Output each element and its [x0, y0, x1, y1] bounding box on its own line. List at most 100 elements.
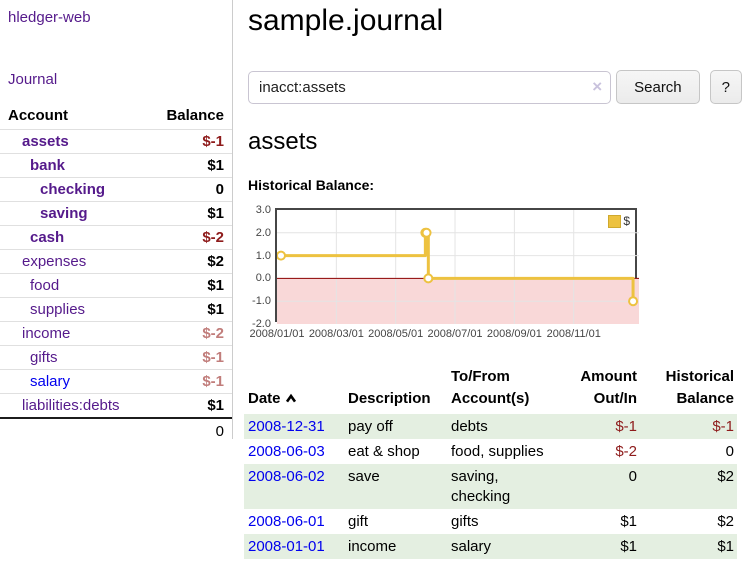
register-table: Date Description To/From Account(s) Amou… — [244, 364, 737, 559]
transaction-date-link[interactable]: 2008-12-31 — [248, 418, 325, 435]
y-axis-tick-label: 2.0 — [242, 226, 271, 240]
account-link[interactable]: assets — [0, 133, 69, 150]
account-balance: $1 — [207, 301, 224, 318]
search-input[interactable] — [248, 71, 611, 104]
account-link[interactable]: salary — [0, 373, 70, 390]
register-header-row: Date Description To/From Account(s) Amou… — [244, 364, 737, 414]
account-link[interactable]: liabilities:debts — [0, 397, 120, 414]
sidebar-account-saving[interactable]: saving $1 — [0, 201, 232, 225]
account-balance: $-2 — [202, 325, 224, 342]
account-link[interactable]: expenses — [0, 253, 86, 270]
account-balance: $1 — [207, 397, 224, 414]
transaction-date-link[interactable]: 2008-06-03 — [248, 443, 325, 460]
sidebar-account-liabilities-debts[interactable]: liabilities:debts $1 — [0, 393, 232, 417]
transaction-date-link[interactable]: 2008-06-01 — [248, 513, 325, 530]
sidebar-account-supplies[interactable]: supplies $1 — [0, 297, 232, 321]
y-axis-tick-label: -1.0 — [242, 294, 271, 308]
transaction-description: gift — [344, 509, 447, 534]
search-button[interactable]: Search — [616, 70, 700, 104]
column-header-balance[interactable]: Historical Balance — [640, 364, 737, 414]
account-balance: $-1 — [202, 133, 224, 150]
help-button[interactable]: ? — [710, 70, 742, 104]
transaction-date-link[interactable]: 2008-06-02 — [248, 468, 325, 485]
sidebar-account-assets[interactable]: assets $-1 — [0, 129, 232, 153]
sidebar-item-journal[interactable]: Journal — [8, 71, 224, 88]
transaction-accounts: food, supplies — [447, 439, 559, 464]
column-header-account[interactable]: To/From Account(s) — [447, 364, 559, 414]
account-link[interactable]: bank — [0, 157, 65, 174]
account-table-header: Account Balance — [0, 107, 232, 129]
account-link[interactable]: saving — [0, 205, 88, 222]
column-header-description[interactable]: Description — [344, 364, 447, 414]
account-link[interactable]: checking — [0, 181, 105, 198]
y-axis-tick-label: 3.0 — [242, 203, 271, 217]
sidebar-account-food[interactable]: food $1 — [0, 273, 232, 297]
transaction-amount: $-1 — [559, 414, 640, 439]
account-heading: assets — [248, 128, 742, 156]
search-input-wrap: × — [248, 71, 611, 104]
main-panel: sample.journal × Search ? assets Histori… — [248, 0, 742, 559]
transaction-description: pay off — [344, 414, 447, 439]
balance-column-header: Balance — [166, 107, 224, 124]
transaction-amount: $1 — [559, 534, 640, 559]
sidebar-account-income[interactable]: income $-2 — [0, 321, 232, 345]
app-title-link[interactable]: hledger-web — [0, 0, 232, 26]
transaction-balance: $2 — [640, 464, 737, 509]
transaction-amount: $-2 — [559, 439, 640, 464]
sidebar-account-cash[interactable]: cash $-2 — [0, 225, 232, 249]
register-row[interactable]: 2008-06-01 gift gifts $1 $2 — [244, 509, 737, 534]
transaction-amount: 0 — [559, 464, 640, 509]
transaction-balance: $1 — [640, 534, 737, 559]
column-header-date[interactable]: Date — [244, 364, 344, 414]
account-balance: $-1 — [202, 349, 224, 366]
sidebar-account-salary[interactable]: salary $-1 — [0, 369, 232, 393]
account-link[interactable]: food — [0, 277, 59, 294]
register-row[interactable]: 2008-06-02 save saving, checking 0 $2 — [244, 464, 737, 509]
legend-swatch — [608, 215, 621, 228]
transaction-amount: $1 — [559, 509, 640, 534]
search-form: × Search ? — [248, 70, 742, 104]
transaction-description: eat & shop — [344, 439, 447, 464]
transaction-accounts: salary — [447, 534, 559, 559]
account-balance: $-2 — [202, 229, 224, 246]
column-header-amount[interactable]: Amount Out/In — [559, 364, 640, 414]
y-axis-tick-label: 1.0 — [242, 249, 271, 263]
transaction-accounts: debts — [447, 414, 559, 439]
register-row[interactable]: 2008-12-31 pay off debts $-1 $-1 — [244, 414, 737, 439]
chart-legend: $ — [608, 214, 630, 228]
sidebar-account-expenses[interactable]: expenses $2 — [0, 249, 232, 273]
sidebar-account-gifts[interactable]: gifts $-1 — [0, 345, 232, 369]
clear-search-icon[interactable]: × — [592, 77, 602, 97]
sidebar-account-bank[interactable]: bank $1 — [0, 153, 232, 177]
account-balance: $-1 — [202, 373, 224, 390]
transaction-accounts: gifts — [447, 509, 559, 534]
transaction-description: save — [344, 464, 447, 509]
sidebar-total-balance: 0 — [0, 417, 232, 442]
account-balance: $1 — [207, 205, 224, 222]
account-link[interactable]: income — [0, 325, 70, 342]
transaction-accounts: saving, checking — [447, 464, 559, 509]
page-title: sample.journal — [248, 4, 742, 38]
transaction-date-link[interactable]: 2008-01-01 — [248, 538, 325, 555]
transaction-balance: $-1 — [640, 414, 737, 439]
y-axis-tick-label: 0.0 — [242, 271, 271, 285]
legend-label: $ — [623, 214, 630, 228]
account-link[interactable]: cash — [0, 229, 64, 246]
register-row[interactable]: 2008-06-03 eat & shop food, supplies $-2… — [244, 439, 737, 464]
sidebar-account-checking[interactable]: checking 0 — [0, 177, 232, 201]
account-balance: $2 — [207, 253, 224, 270]
historical-balance-chart: $ 3.02.01.00.0-1.0-2.02008/01/012008/03/… — [242, 202, 742, 344]
account-column-header: Account — [8, 107, 68, 124]
chart-title: Historical Balance: — [248, 177, 742, 193]
x-axis-tick-label: 2008/11/01 — [539, 328, 609, 340]
register-row[interactable]: 2008-01-01 income salary $1 $1 — [244, 534, 737, 559]
sort-ascending-icon — [285, 393, 297, 403]
account-link[interactable]: supplies — [0, 301, 85, 318]
transaction-balance: $2 — [640, 509, 737, 534]
account-balance: 0 — [216, 181, 224, 198]
transaction-balance: 0 — [640, 439, 737, 464]
sidebar: hledger-web Journal Account Balance asse… — [0, 0, 233, 439]
transaction-description: income — [344, 534, 447, 559]
account-link[interactable]: gifts — [0, 349, 58, 366]
chart-plot-area: $ — [275, 208, 637, 322]
